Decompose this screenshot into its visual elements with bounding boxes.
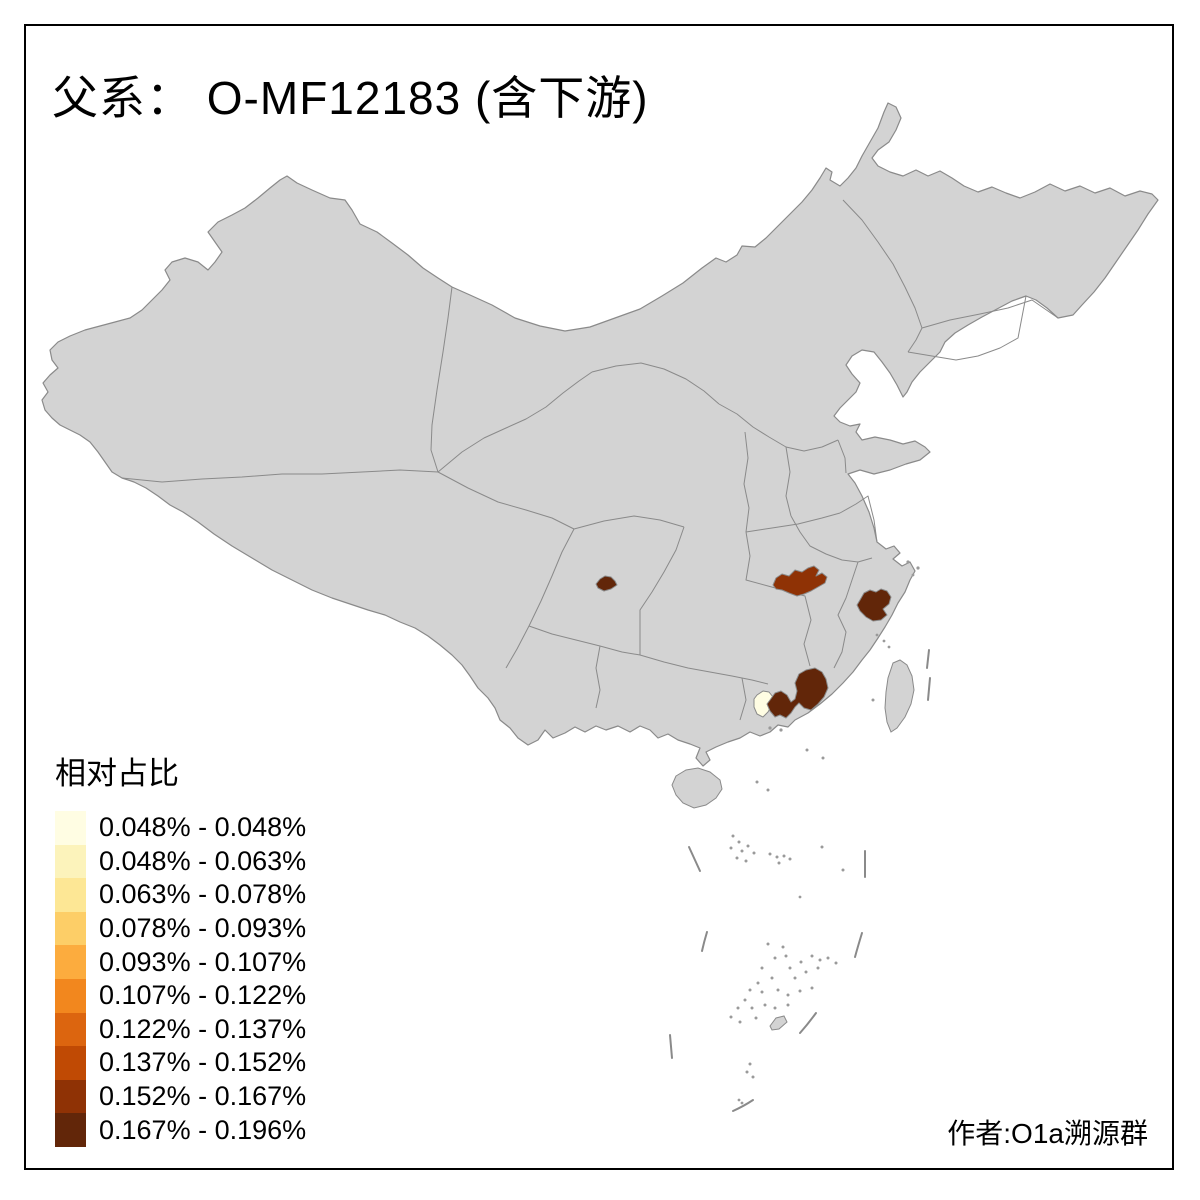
legend-label: 0.137% - 0.152% <box>99 1047 307 1078</box>
taiwan-island <box>884 659 915 733</box>
legend-item: 0.107% - 0.122% <box>55 978 307 1013</box>
legend-label: 0.167% - 0.196% <box>99 1114 307 1145</box>
china-mainland-shape <box>41 102 1159 767</box>
legend-item: 0.093% - 0.107% <box>55 945 306 979</box>
highlighted-regions <box>595 565 892 719</box>
legend-item: 0.167% - 0.196% <box>55 1113 306 1147</box>
attribution-text: 作者:O1a溯源群 <box>947 1118 1148 1149</box>
province-borders <box>121 199 1059 721</box>
legend-swatch <box>55 878 86 912</box>
nine-dash-line <box>669 649 931 1112</box>
legend-swatch <box>55 1079 86 1114</box>
legend-swatch <box>55 1012 86 1047</box>
legend-label: 0.152% - 0.167% <box>99 1081 307 1112</box>
legend-item: 0.137% - 0.152% <box>55 1046 306 1080</box>
legend-label: 0.107% - 0.122% <box>99 980 307 1011</box>
legend-item: 0.048% - 0.063% <box>55 844 307 879</box>
legend-swatch <box>55 811 86 845</box>
legend-swatch <box>55 945 86 979</box>
legend-swatch <box>55 1046 86 1080</box>
region-chongqing <box>595 575 618 592</box>
legend: 相对占比 0.048% - 0.048% 0.048% - 0.063% 0.063… <box>55 748 306 1147</box>
legend-label: 0.048% - 0.063% <box>99 845 307 876</box>
hainan-island <box>671 767 723 809</box>
legend-swatch <box>55 911 86 946</box>
legend-item: 0.152% - 0.167% <box>55 1079 307 1114</box>
legend-label: 0.093% - 0.107% <box>99 946 307 977</box>
legend-swatch <box>55 978 86 1013</box>
legend-rows: 0.048% - 0.048% 0.048% - 0.063% 0.063% - 0… <box>55 811 306 1147</box>
legend-label: 0.048% - 0.048% <box>99 812 307 843</box>
scs-large-island <box>769 1015 788 1031</box>
legend-item: 0.048% - 0.048% <box>55 811 306 845</box>
region-hubei <box>772 565 828 597</box>
region-pearl-delta <box>753 690 774 718</box>
map-title: 父系： O-MF12183 (含下游) <box>52 72 649 124</box>
legend-title: 相对占比 <box>55 756 179 791</box>
legend-item: 0.078% - 0.093% <box>55 911 307 946</box>
region-zhejiang <box>856 588 892 622</box>
legend-label: 0.078% - 0.093% <box>99 913 307 944</box>
legend-item: 0.122% - 0.137% <box>55 1012 307 1047</box>
legend-swatch <box>55 1113 86 1147</box>
legend-swatch <box>55 844 86 879</box>
island-dots <box>729 560 920 1105</box>
legend-label: 0.122% - 0.137% <box>99 1013 307 1044</box>
legend-item: 0.063% - 0.078% <box>55 878 306 912</box>
legend-label: 0.063% - 0.078% <box>99 879 307 910</box>
region-east-guangdong <box>766 667 829 719</box>
